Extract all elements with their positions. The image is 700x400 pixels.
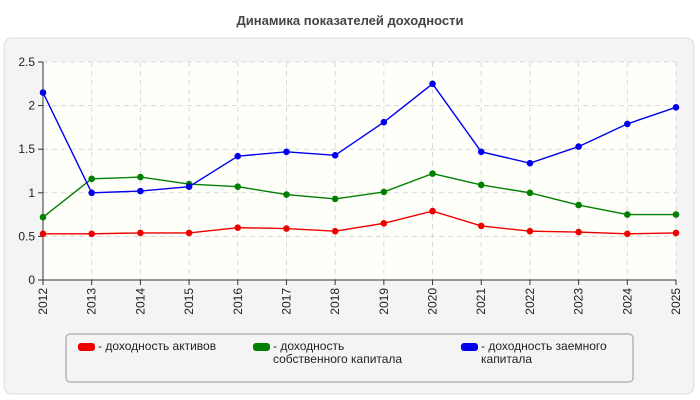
data-point <box>283 148 290 156</box>
x-tick-label: 2020 <box>426 288 440 315</box>
x-tick-label: 2012 <box>36 288 50 315</box>
data-point <box>39 230 47 238</box>
data-point <box>575 201 582 209</box>
data-point <box>234 224 242 231</box>
data-point <box>88 175 95 183</box>
data-point <box>672 229 680 237</box>
legend-item: - доходность собственного капитала <box>253 339 402 366</box>
data-point <box>575 143 582 150</box>
x-tick-label: 2016 <box>231 288 245 315</box>
data-point <box>137 187 144 195</box>
x-tick-label: 2021 <box>474 288 488 315</box>
data-point <box>39 89 47 96</box>
data-point <box>331 227 339 235</box>
y-axis-ticks: 0 0.5 1 1.5 2 2.5 <box>18 55 35 287</box>
x-tick-label: 2019 <box>377 288 391 315</box>
data-point <box>88 189 95 197</box>
x-tick-label: 2023 <box>572 288 586 315</box>
y-tick-label: 1.5 <box>18 142 35 156</box>
legend-box <box>65 333 634 383</box>
data-point <box>283 191 290 198</box>
legend: - доходность активов - доходность собствен… <box>78 339 607 366</box>
data-point <box>234 152 242 160</box>
x-tick-label: 2018 <box>328 288 342 315</box>
x-tick-label: 2017 <box>279 288 293 315</box>
series-line <box>42 172 676 218</box>
data-point <box>429 80 436 88</box>
data-point <box>526 227 534 235</box>
series-2 <box>39 80 680 197</box>
x-tick-label: 2013 <box>85 288 99 315</box>
y-tick-label: 0 <box>28 273 35 287</box>
x-tick-label: 2014 <box>133 288 147 315</box>
x-tick-label: 2022 <box>523 288 537 315</box>
legend-label: - доходность собственного капитала <box>273 339 402 366</box>
series-0 <box>39 207 680 238</box>
data-point <box>283 225 290 232</box>
y-tick-label: 2 <box>28 99 35 113</box>
data-point <box>429 207 436 215</box>
series-line <box>42 82 677 194</box>
data-point <box>477 148 485 156</box>
data-point <box>672 211 680 218</box>
legend-swatch <box>78 343 95 351</box>
legend-label: - доходность заемного капитала <box>481 339 607 366</box>
data-point <box>234 183 242 190</box>
legend-swatch <box>461 343 478 351</box>
data-point <box>380 118 388 126</box>
legend-label: - доходность активов <box>98 339 216 353</box>
data-point <box>624 211 631 218</box>
data-point <box>185 229 193 237</box>
data-point <box>429 170 436 177</box>
y-tick-label: 1 <box>28 186 35 200</box>
x-axis-ticks: 2012 2013 2014 2015 2016 2017 2018 2019 2020 2021… <box>36 288 683 315</box>
data-point <box>526 189 534 197</box>
data-point <box>526 159 534 167</box>
data-point <box>88 230 95 238</box>
data-point <box>380 220 388 227</box>
legend-item: - доходность заемного капитала <box>461 339 607 366</box>
series-line <box>43 210 677 235</box>
data-point <box>624 120 631 128</box>
y-tick-label: 2.5 <box>18 55 35 69</box>
data-point <box>672 104 680 111</box>
x-tick-label: 2024 <box>620 288 634 315</box>
data-point <box>185 183 193 190</box>
data-point <box>331 195 339 203</box>
data-point <box>137 173 144 181</box>
legend-item: - доходность активов <box>78 339 216 353</box>
series-layer <box>39 80 680 238</box>
data-point <box>380 188 388 196</box>
data-point <box>331 152 339 159</box>
axes <box>38 61 677 285</box>
legend-swatch <box>253 343 270 351</box>
data-point <box>624 230 631 238</box>
data-point <box>137 229 144 237</box>
data-point <box>39 213 47 221</box>
grid <box>43 61 677 280</box>
data-point <box>575 228 582 236</box>
y-tick-label: 0.5 <box>18 229 35 243</box>
x-tick-label: 2015 <box>182 288 196 315</box>
data-point <box>477 181 485 189</box>
x-tick-label: 2025 <box>669 288 683 315</box>
chart-title: Динамика показателей доходности <box>236 13 463 28</box>
plot-area <box>43 62 676 280</box>
data-point <box>477 222 485 230</box>
